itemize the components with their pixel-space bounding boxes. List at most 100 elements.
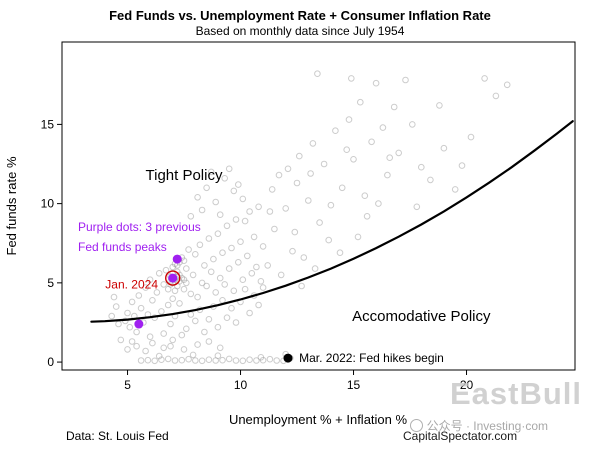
scatter-point [232,357,240,364]
scatter-point [225,165,233,173]
scatter-point [311,265,319,272]
scatter-point [282,205,290,212]
scatter-point [205,356,213,364]
scatter-point [361,192,369,199]
purple-peak-dot [172,254,182,264]
scatter-point [167,320,174,328]
scatter-point [192,317,199,325]
scatter-point [492,92,500,100]
scatter-point [266,355,274,363]
scatter-point [187,311,195,318]
scatter-point [115,320,122,328]
scatter-point [180,285,188,293]
scatter-point [390,103,398,111]
scatter-point [386,154,394,161]
watermark-social-text: 公众号 · Investing·com [426,419,548,433]
scatter-point [207,268,215,276]
scatter-point [402,76,409,84]
scatter-point [160,281,167,288]
scatter-point [327,201,335,209]
scatter-point [176,300,183,307]
scatter-point [133,328,140,336]
y-tick-label: 5 [47,276,54,290]
scatter-point [155,352,163,360]
scatter-point [149,297,156,304]
scatter-point [375,200,382,207]
watermark-eastbull: EastBull [450,376,583,411]
scatter-point [162,266,170,274]
scatter-point [153,289,161,296]
scatter-point [246,356,253,364]
scatter-point [248,270,256,277]
scatter-point [128,298,136,306]
scatter-point [155,270,163,277]
scatter-point [368,138,375,146]
x-tick-label: 20 [460,378,474,392]
x-axis: 5 10 15 20 [124,370,474,392]
scatter-point [126,323,134,331]
x-axis-title: Unemployment % + Inflation % [229,412,408,427]
scatter-point [275,171,283,179]
scatter-point [189,351,197,359]
scatter-point [151,357,158,365]
jan-2024-highlight-ring [165,270,181,286]
scatter-point [192,357,199,364]
scatter-point [451,186,459,193]
scatter-point [481,75,488,82]
scatter-point [169,336,176,344]
scatter-point [164,355,172,363]
scatter-point [180,346,188,353]
annotation-accommodative-policy: Accomodative Policy [352,308,491,325]
scatter-point [257,278,265,285]
scatter-point [167,342,174,350]
scatter-point [300,254,308,261]
scatter-point [171,357,179,364]
y-tick-label: 15 [41,117,55,131]
scatter-point [137,357,145,364]
scatter-point [198,206,206,214]
purple-peak-dot [134,319,144,329]
scatter-point [427,176,434,184]
scatter-point [216,211,224,218]
y-axis-title: Fed funds rate % [4,156,19,255]
scatter-point [314,70,321,77]
scatter-point [146,333,154,341]
scatter-point [124,346,131,353]
scatter-point [363,213,371,220]
scatter-point [336,249,344,256]
scatter-point [244,252,251,260]
scatter-point [149,339,156,347]
scatter-point [212,198,219,206]
scatter-point [183,325,190,333]
scatter-point [235,259,242,266]
scatter-point [413,203,421,211]
scatter-point [357,98,364,106]
scatter-point [160,330,167,337]
scatter-point [223,314,231,322]
annotation-jan-2024: Jan. 2024 [105,277,158,291]
scatter-point [194,341,201,348]
chart-subtitle: Based on monthly data since July 1954 [195,24,405,38]
scatter-point [343,146,351,153]
scatter-point [164,301,172,309]
scatter-point [372,79,380,87]
scatter-point [185,355,192,363]
scatter-point [117,336,125,344]
scatter-point [436,102,443,109]
trend-line [90,120,574,323]
scatter-point [395,149,403,157]
plot-border [61,41,576,371]
scatter-point [259,243,267,250]
scatter-point [108,312,115,320]
scatter-point [291,228,299,236]
annotation-tight-policy: Tight Policy [146,167,223,184]
scatter-point [293,179,301,187]
scatter-point [232,319,240,326]
x-tick-label: 15 [347,378,361,392]
scatter-point [284,165,292,173]
scatter-point [266,208,274,215]
scatter-point [458,162,466,169]
scatter-point [198,357,206,365]
scatter-point [255,301,262,309]
scatter-point [259,284,267,291]
